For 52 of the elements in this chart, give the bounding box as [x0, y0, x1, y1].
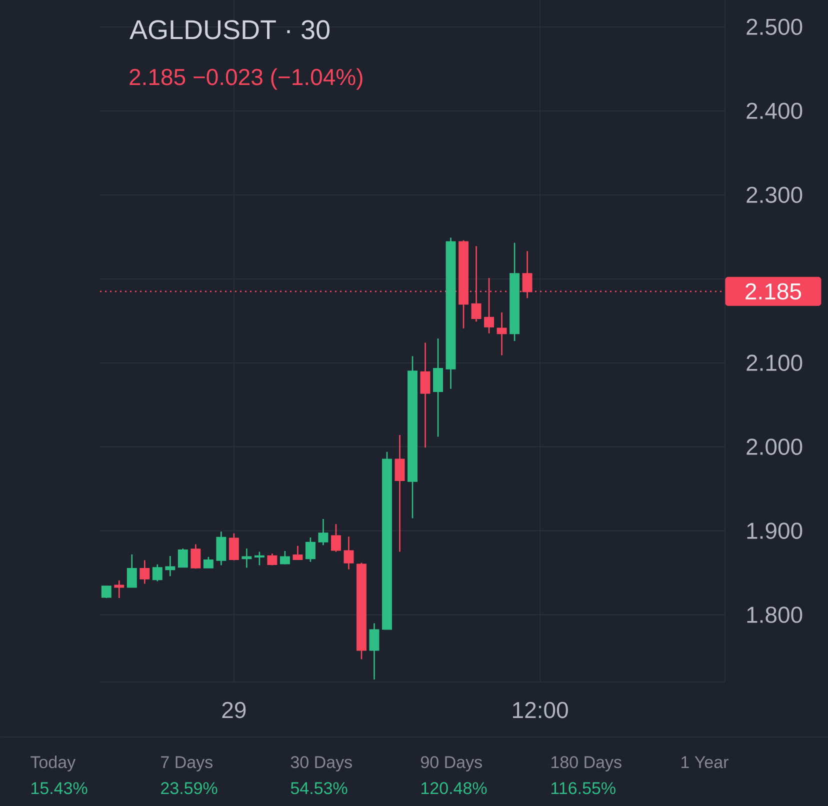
- candlestick: [305, 536, 316, 563]
- candlestick: [369, 622, 380, 680]
- candlestick: [178, 548, 188, 568]
- text: 116.55%: [552, 782, 616, 794]
- candlestick: [420, 342, 430, 448]
- candlestick: [216, 530, 226, 566]
- x-tick-label: 12:00: [513, 702, 568, 718]
- candlestick: [382, 451, 392, 630]
- y-tick-label: 2.100: [746, 354, 802, 371]
- text: 180 Days: [552, 756, 622, 772]
- candlestick: [140, 560, 150, 584]
- candlestick: [292, 545, 303, 560]
- text: 30 Days: [290, 756, 352, 772]
- ref-line-label: 2.185: [746, 283, 802, 300]
- candlestick: [433, 338, 444, 438]
- y-tick-label: 2.300: [746, 186, 802, 203]
- candlestick: [190, 544, 201, 570]
- text: 15.43%: [32, 782, 88, 794]
- text: 120.48%: [422, 782, 487, 794]
- candlestick: [496, 312, 507, 356]
- candlestick: [280, 550, 290, 566]
- candlestick: [152, 564, 162, 582]
- y-tick-label: 1.900: [747, 522, 802, 539]
- candlestick: [344, 536, 354, 570]
- candlestick: [446, 237, 456, 390]
- y-tick-label: 1.800: [747, 606, 802, 623]
- candlestick: [165, 555, 176, 577]
- candlestick: [356, 562, 366, 660]
- candlestick: [101, 586, 112, 599]
- candlestick: [242, 548, 252, 568]
- candlestick: [228, 532, 239, 561]
- candlestick: [126, 554, 137, 588]
- text: 54.53%: [290, 782, 348, 794]
- candlestick: [114, 580, 124, 599]
- candlestick: [318, 518, 328, 546]
- candlestick: [330, 523, 341, 552]
- text: AGLDUSDT · 30: [130, 20, 330, 40]
- text: 7 Days: [161, 756, 212, 772]
- y-tick-label: 2.000: [746, 438, 802, 455]
- candlestick: [510, 242, 520, 342]
- text: Today: [30, 756, 76, 772]
- text: 1 Year: [682, 756, 728, 768]
- candlestick: [203, 556, 214, 568]
- candlestick: [267, 552, 278, 566]
- candlestick: [408, 355, 418, 519]
- text: 23.59%: [161, 782, 218, 794]
- text: 90 Days: [421, 756, 482, 772]
- x-tick-label: 29: [222, 702, 246, 718]
- candlestick: [394, 434, 405, 552]
- y-tick-label: 2.500: [746, 18, 802, 35]
- text: 2.185 −0.023 (−1.04%): [130, 68, 362, 90]
- y-tick-label: 2.400: [746, 102, 802, 119]
